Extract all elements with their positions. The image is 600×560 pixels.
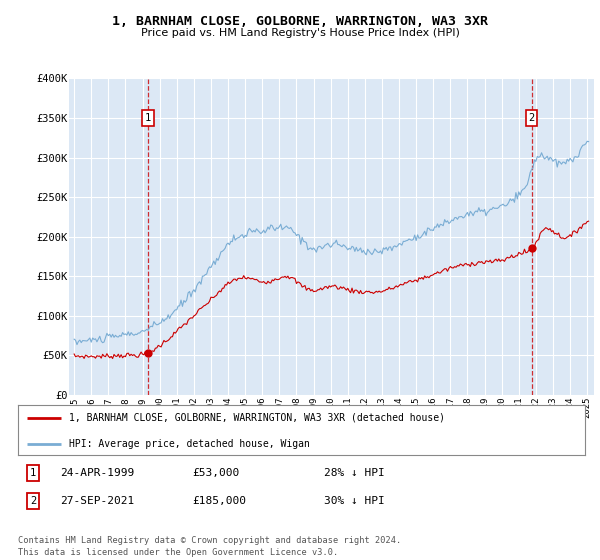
Text: 24-APR-1999: 24-APR-1999 — [60, 468, 134, 478]
Text: 1: 1 — [30, 468, 36, 478]
Text: 1: 1 — [145, 113, 151, 123]
Text: 30% ↓ HPI: 30% ↓ HPI — [324, 496, 385, 506]
Text: 28% ↓ HPI: 28% ↓ HPI — [324, 468, 385, 478]
Text: 2: 2 — [30, 496, 36, 506]
Text: £185,000: £185,000 — [192, 496, 246, 506]
Text: 1, BARNHAM CLOSE, GOLBORNE, WARRINGTON, WA3 3XR (detached house): 1, BARNHAM CLOSE, GOLBORNE, WARRINGTON, … — [69, 413, 445, 423]
Text: 1, BARNHAM CLOSE, GOLBORNE, WARRINGTON, WA3 3XR: 1, BARNHAM CLOSE, GOLBORNE, WARRINGTON, … — [112, 15, 488, 27]
Text: Price paid vs. HM Land Registry's House Price Index (HPI): Price paid vs. HM Land Registry's House … — [140, 28, 460, 38]
Text: £53,000: £53,000 — [192, 468, 239, 478]
Text: HPI: Average price, detached house, Wigan: HPI: Average price, detached house, Wiga… — [69, 439, 310, 449]
Text: 2: 2 — [529, 113, 535, 123]
Text: Contains HM Land Registry data © Crown copyright and database right 2024.
This d: Contains HM Land Registry data © Crown c… — [18, 536, 401, 557]
Text: 27-SEP-2021: 27-SEP-2021 — [60, 496, 134, 506]
